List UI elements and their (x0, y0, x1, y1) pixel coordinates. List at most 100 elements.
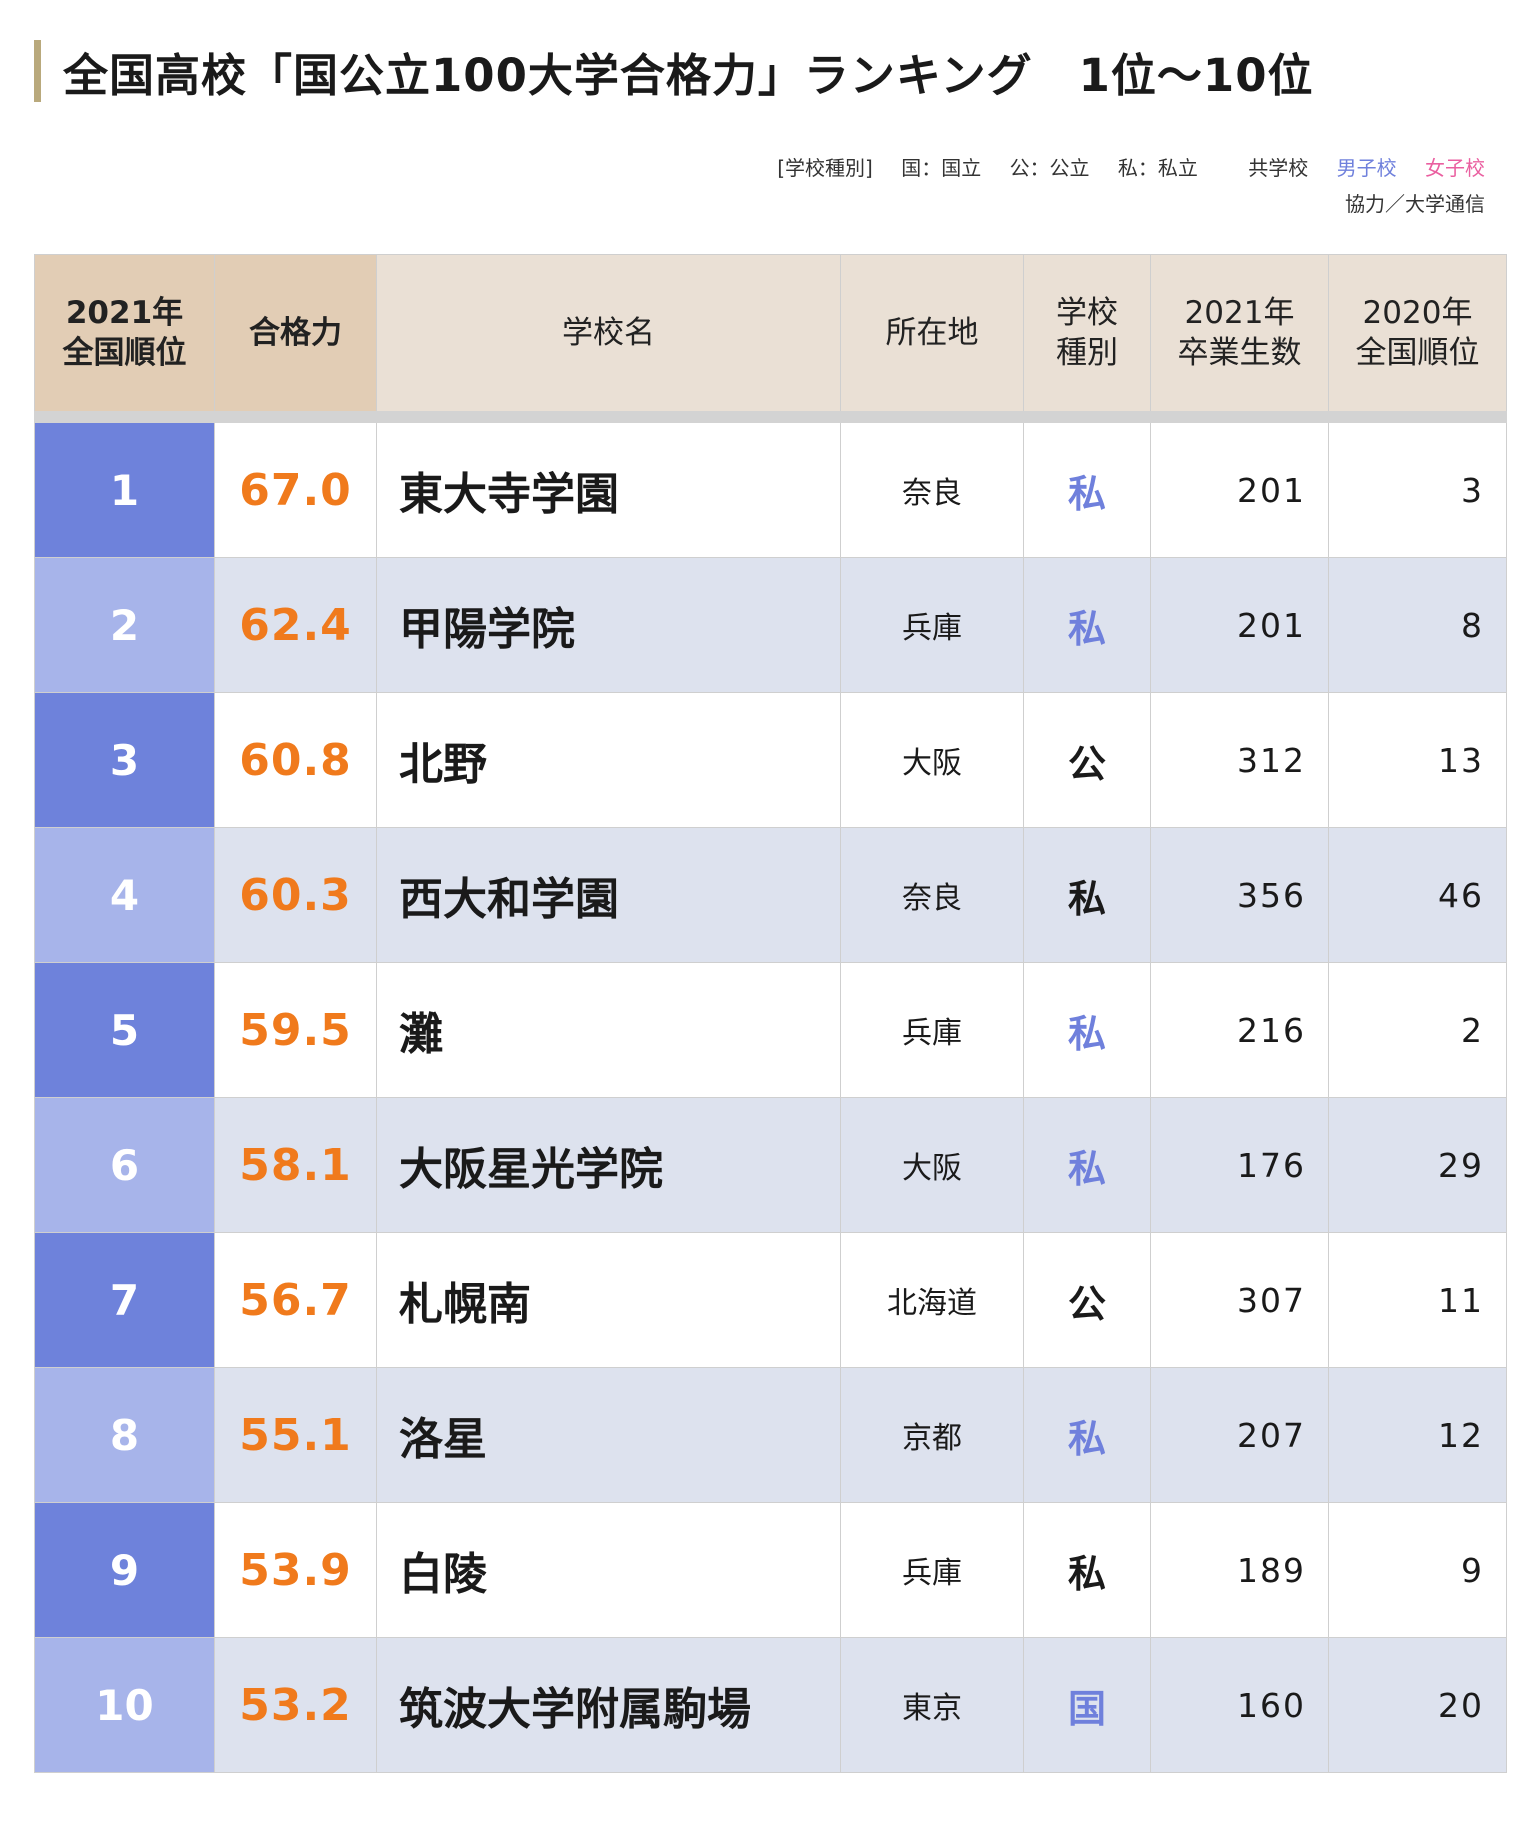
rank-cell: 7 (34, 1232, 215, 1368)
page-title: 全国高校「国公立100大学合格力」ランキング 1位〜10位 (63, 48, 1314, 102)
rank-cell: 10 (34, 1637, 215, 1773)
prev-rank-cell: 13 (1328, 692, 1507, 828)
table-row: 5 59.5 灘兵庫私 216 2 (34, 962, 1507, 1098)
school-name-cell: 西大和学園 (376, 827, 841, 963)
rank-cell: 6 (34, 1097, 215, 1233)
legend-private: 私：私立 (1117, 156, 1198, 180)
table-row: 9 53.9 白陵 兵庫私 189 9 (34, 1502, 1507, 1638)
school-name-cell: 東大寺学園 (376, 416, 841, 558)
score-cell: 55.1 (214, 1367, 377, 1503)
school-type-cell: 私 (1023, 1367, 1151, 1503)
school-name-cell: 白陵 (376, 1502, 841, 1638)
prev-rank-cell: 11 (1328, 1232, 1507, 1368)
title-block: 全国高校「国公立100大学合格力」ランキング 1位〜10位 (34, 40, 1314, 102)
score-cell: 60.8 (214, 692, 377, 828)
header-type: 学校 種別 (1023, 254, 1151, 423)
rank-cell: 3 (34, 692, 215, 828)
score-cell: 56.7 (214, 1232, 377, 1368)
school-name-cell: 灘 (376, 962, 841, 1098)
school-name-cell: 大阪星光学院 (376, 1097, 841, 1233)
location-cell: 兵庫 (840, 557, 1024, 693)
graduates-cell: 307 (1150, 1232, 1329, 1368)
score-cell: 62.4 (214, 557, 377, 693)
score-cell: 59.5 (214, 962, 377, 1098)
header-graduates: 2021年 卒業生数 (1150, 254, 1329, 423)
legend: [学校種別] 国：国立 公：公立 私：私立 共学校 男子校 女子校 (755, 152, 1485, 181)
school-type-cell: 私 (1023, 962, 1151, 1098)
school-name-cell: 洛星 (376, 1367, 841, 1503)
location-cell: 奈良 (840, 827, 1024, 963)
table-row: 10 53.2 筑波大学附属駒場 東京国 160 20 (34, 1637, 1507, 1773)
school-type-cell: 公 (1023, 692, 1151, 828)
header-score: 合格力 (214, 254, 377, 423)
graduates-cell: 312 (1150, 692, 1329, 828)
location-cell: 大阪 (840, 1097, 1024, 1233)
prev-rank-cell: 29 (1328, 1097, 1507, 1233)
graduates-cell: 201 (1150, 557, 1329, 693)
prev-rank-cell: 8 (1328, 557, 1507, 693)
rank-cell: 5 (34, 962, 215, 1098)
header-name: 学校名 (376, 254, 841, 423)
legend-coed: 共学校 (1248, 156, 1309, 180)
school-type-cell: 私 (1023, 827, 1151, 963)
credit: 協力／大学通信 (1345, 192, 1485, 216)
table-row: 1 67.0 東大寺学園 奈良私 201 3 (34, 416, 1507, 558)
table-row: 3 60.8 北野 大阪公 312 13 (34, 692, 1507, 828)
location-cell: 奈良 (840, 416, 1024, 558)
rank-cell: 1 (34, 416, 215, 558)
table-row: 7 56.7 札幌南 北海道公 307 11 (34, 1232, 1507, 1368)
prev-rank-cell: 12 (1328, 1367, 1507, 1503)
legend-national: 国：国立 (901, 156, 982, 180)
rank-cell: 9 (34, 1502, 215, 1638)
school-name-cell: 甲陽学院 (376, 557, 841, 693)
graduates-cell: 207 (1150, 1367, 1329, 1503)
graduates-cell: 189 (1150, 1502, 1329, 1638)
score-cell: 58.1 (214, 1097, 377, 1233)
school-name-cell: 札幌南 (376, 1232, 841, 1368)
rank-cell: 4 (34, 827, 215, 963)
score-cell: 60.3 (214, 827, 377, 963)
school-type-cell: 公 (1023, 1232, 1151, 1368)
score-cell: 53.2 (214, 1637, 377, 1773)
ranking-table: 2021年 全国順位 合格力 学校名 所在地 学校 種別 2021年 卒業生数 202… (34, 254, 1507, 1773)
school-type-cell: 私 (1023, 1097, 1151, 1233)
prev-rank-cell: 46 (1328, 827, 1507, 963)
graduates-cell: 160 (1150, 1637, 1329, 1773)
school-type-cell: 国 (1023, 1637, 1151, 1773)
school-type-cell: 私 (1023, 1502, 1151, 1638)
table-header-row: 2021年 全国順位 合格力 学校名 所在地 学校 種別 2021年 卒業生数 202… (34, 254, 1507, 423)
location-cell: 大阪 (840, 692, 1024, 828)
score-cell: 67.0 (214, 416, 377, 558)
rank-cell: 2 (34, 557, 215, 693)
table-row: 4 60.3 西大和学園 奈良私 356 46 (34, 827, 1507, 963)
prev-rank-cell: 2 (1328, 962, 1507, 1098)
table-row: 6 58.1 大阪星光学院 大阪私 176 29 (34, 1097, 1507, 1233)
legend-label: [学校種別] (777, 156, 873, 180)
legend-boys: 男子校 (1336, 156, 1397, 180)
legend-girls: 女子校 (1425, 156, 1485, 180)
header-rank: 2021年 全国順位 (34, 254, 215, 423)
graduates-cell: 176 (1150, 1097, 1329, 1233)
location-cell: 京都 (840, 1367, 1024, 1503)
prev-rank-cell: 20 (1328, 1637, 1507, 1773)
legend-public: 公：公立 (1009, 156, 1090, 180)
graduates-cell: 216 (1150, 962, 1329, 1098)
score-cell: 53.9 (214, 1502, 377, 1638)
rank-cell: 8 (34, 1367, 215, 1503)
school-name-cell: 北野 (376, 692, 841, 828)
school-name-cell: 筑波大学附属駒場 (376, 1637, 841, 1773)
school-type-cell: 私 (1023, 557, 1151, 693)
table-row: 8 55.1 洛星 京都私 207 12 (34, 1367, 1507, 1503)
location-cell: 兵庫 (840, 1502, 1024, 1638)
location-cell: 北海道 (840, 1232, 1024, 1368)
location-cell: 東京 (840, 1637, 1024, 1773)
school-type-cell: 私 (1023, 416, 1151, 558)
table-row: 2 62.4 甲陽学院 兵庫私 201 8 (34, 557, 1507, 693)
prev-rank-cell: 3 (1328, 416, 1507, 558)
location-cell: 兵庫 (840, 962, 1024, 1098)
graduates-cell: 201 (1150, 416, 1329, 558)
header-prev-rank: 2020年 全国順位 (1328, 254, 1507, 423)
header-location: 所在地 (840, 254, 1024, 423)
graduates-cell: 356 (1150, 827, 1329, 963)
prev-rank-cell: 9 (1328, 1502, 1507, 1638)
